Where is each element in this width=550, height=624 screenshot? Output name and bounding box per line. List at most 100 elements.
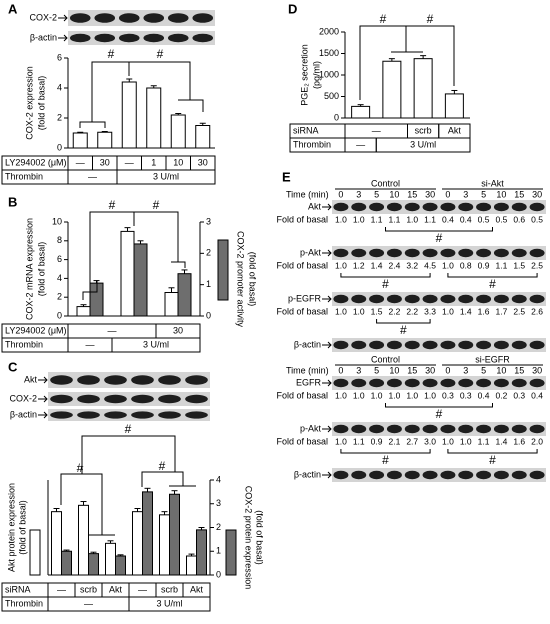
- fold-value: 2.5: [531, 260, 543, 270]
- y-tick-label: 4: [57, 273, 62, 283]
- panel-label: E: [282, 169, 291, 184]
- blot-band: [369, 424, 385, 434]
- y-tick-label: 0: [57, 142, 62, 152]
- blot-label: p-Akt: [300, 247, 322, 257]
- y-axis-label: (pg/ml): [311, 61, 321, 89]
- y-tick-label: 8: [57, 235, 62, 245]
- blot-band: [333, 424, 349, 434]
- bracket: [82, 211, 186, 300]
- fold-value: 4.5: [424, 260, 436, 270]
- bar: [76, 306, 91, 317]
- blot-band: [192, 33, 214, 43]
- time-value: 3: [356, 189, 361, 199]
- fold-value: 1.4: [371, 260, 383, 270]
- condition-value: 30: [100, 157, 110, 167]
- fold-value: 1.0: [335, 306, 347, 316]
- blot-band: [158, 411, 181, 419]
- blot-band: [476, 294, 492, 304]
- time-value: 15: [514, 365, 524, 375]
- fold-value: 1.0: [371, 390, 383, 400]
- y2-tick-label: 0: [216, 569, 221, 579]
- blot-band: [529, 202, 545, 212]
- fold-value: 2.4: [389, 260, 401, 270]
- table-cell: [128, 596, 211, 612]
- bar: [196, 529, 207, 576]
- arrow: [322, 295, 332, 303]
- blot-band: [493, 378, 509, 388]
- time-value: 3: [356, 365, 361, 375]
- fold-value: 0.5: [531, 214, 543, 224]
- bar: [195, 125, 211, 149]
- blot-band: [529, 378, 545, 388]
- condition-value: —: [138, 584, 147, 594]
- fold-value: 2.5: [513, 306, 525, 316]
- condition-label: LY294002 (μM): [5, 157, 67, 167]
- y-axis-label: Akt protein expression: [6, 483, 16, 572]
- blot-band: [511, 248, 527, 258]
- y2-tick-label: 2: [216, 522, 221, 532]
- fold-label: Fold of basal: [276, 390, 328, 400]
- annotation: #: [157, 47, 164, 61]
- bar: [121, 81, 137, 149]
- fold-value: 1.0: [335, 260, 347, 270]
- annotation: #: [382, 453, 389, 467]
- blot: [332, 422, 546, 436]
- blot-band: [167, 33, 189, 43]
- fold-value: 1.6: [513, 436, 525, 446]
- blot-band: [131, 375, 154, 385]
- blot-band: [143, 13, 165, 23]
- time-value: 5: [481, 365, 486, 375]
- condition-value: 3 U/ml: [156, 598, 182, 608]
- blot: [332, 338, 546, 352]
- fold-value: 0.4: [531, 390, 543, 400]
- table-cell: [116, 169, 216, 185]
- blot-band: [386, 202, 402, 212]
- blot-band: [422, 378, 438, 388]
- bar: [88, 553, 99, 576]
- time-value: 3: [463, 365, 468, 375]
- bar: [133, 243, 148, 317]
- bar: [351, 105, 371, 119]
- y-tick-label: 0: [334, 112, 339, 122]
- condition-value: Akt: [109, 584, 123, 594]
- legend-box: [225, 529, 237, 576]
- annotation: #: [382, 277, 389, 291]
- group-label: Control: [371, 354, 400, 364]
- blot-band: [69, 33, 91, 43]
- condition-value: scrb: [415, 125, 432, 135]
- blot-band: [511, 424, 527, 434]
- time-value: 0: [445, 365, 450, 375]
- bar: [115, 555, 126, 576]
- condition-value: —: [86, 339, 95, 349]
- condition-value: —: [88, 171, 97, 181]
- bar: [169, 493, 180, 576]
- fold-value: 1.0: [353, 306, 365, 316]
- blot-band: [422, 340, 438, 350]
- condition-value: 3 U/ml: [143, 339, 169, 349]
- fold-value: 1.0: [424, 390, 436, 400]
- blot-band: [440, 248, 456, 258]
- arrow: [38, 376, 48, 384]
- group-label: si-EGFR: [475, 354, 510, 364]
- bracket: [447, 273, 538, 278]
- blot-band: [118, 13, 140, 23]
- blot-label: EGFR: [296, 377, 322, 387]
- blot-band: [422, 424, 438, 434]
- blot-band: [333, 470, 349, 480]
- blot-band: [458, 202, 474, 212]
- y-axis-label: (fold of basal): [17, 500, 27, 555]
- time-value: 10: [496, 189, 506, 199]
- blot-band: [458, 378, 474, 388]
- blot-band: [458, 340, 474, 350]
- table-cell: [375, 137, 471, 153]
- blot-band: [511, 294, 527, 304]
- fold-value: 0.2: [496, 390, 508, 400]
- blot-band: [511, 470, 527, 480]
- fold-value: 2.1: [389, 436, 401, 446]
- arrow: [38, 411, 48, 419]
- blot-band: [131, 394, 154, 404]
- blot-label: p-Akt: [300, 423, 322, 433]
- blot: [332, 200, 546, 214]
- bar: [382, 60, 402, 119]
- arrow: [322, 249, 332, 257]
